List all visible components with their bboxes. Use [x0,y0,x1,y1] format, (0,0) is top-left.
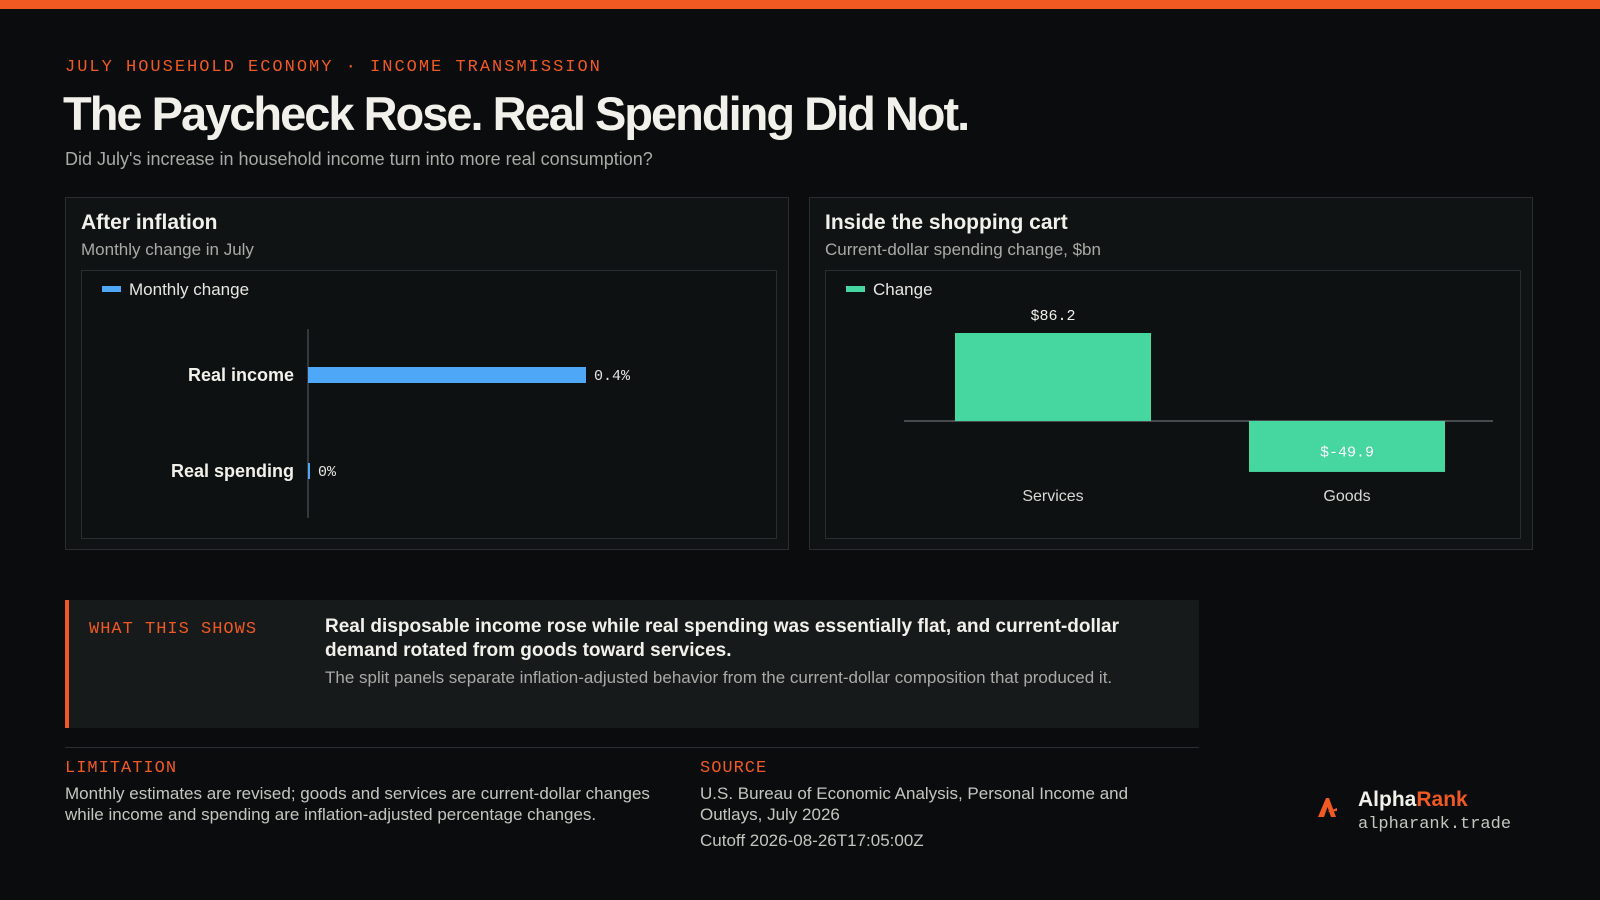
chart-right-svg: Change $86.2 Services $-49.9 Goods [846,280,1493,505]
bar [955,333,1151,421]
callout-body: The split panels separate inflation-adju… [325,668,1113,687]
chart-after-inflation: Monthly change Real income 0.4% Real spendi… [81,270,777,539]
panel-title: Inside the shopping cart [825,211,1068,234]
what-this-shows-callout: WHAT THIS SHOWS Real disposable income r… [65,600,1199,728]
panel-subtitle: Monthly change in July [81,240,254,259]
brand-name-alpha: Alpha [1358,788,1417,811]
page-subtitle: Did July's increase in household income … [65,149,653,169]
limitation-label: LIMITATION [65,759,178,778]
category-label: Goods [1323,488,1370,505]
panel-subtitle: Current-dollar spending change, $bn [825,240,1101,259]
panel-after-inflation: After inflation Monthly change in July M… [65,197,789,550]
data-label: 0% [318,464,337,481]
eyebrow: JULY HOUSEHOLD ECONOMY · INCOME TRANSMIS… [65,58,602,77]
limitation-text: Monthly estimates are revised; goods and… [65,784,650,824]
bar [308,367,586,383]
source-text: U.S. Bureau of Economic Analysis, Person… [700,784,1129,824]
legend-swatch [102,286,121,292]
source-cutoff: Cutoff 2026-08-26T17:05:00Z [700,831,924,850]
bar [308,463,310,479]
source-label: SOURCE [700,759,768,778]
data-label: $-49.9 [1320,444,1374,461]
data-label: $86.2 [1030,308,1075,325]
chart-left-svg: Monthly change Real income 0.4% Real spendi… [102,280,631,518]
chart-shopping-cart: Change $86.2 Services $-49.9 Goods [825,270,1521,539]
brand-name: AlphaRank [1358,788,1468,812]
legend-swatch [846,286,865,292]
bar [1249,421,1445,472]
top-accent-bar [0,0,1600,9]
brand-url: alpharank.trade [1358,815,1512,834]
callout-headline: Real disposable income rose while real s… [325,616,1120,661]
page-title: The Paycheck Rose. Real Spending Did Not… [63,87,970,140]
callout-label: WHAT THIS SHOWS [89,620,258,639]
divider [65,747,1199,748]
data-label: 0.4% [594,368,631,385]
panel-shopping-cart: Inside the shopping cart Current-dollar … [809,197,1533,550]
brand-name-rank: Rank [1416,788,1468,811]
panel-title: After inflation [81,211,218,234]
category-label: Real spending [171,461,294,481]
legend-label: Monthly change [129,280,249,299]
category-label: Real income [188,365,294,385]
alpharank-logo-icon [1318,798,1337,817]
legend-label: Change [873,280,933,299]
category-label: Services [1022,488,1083,505]
